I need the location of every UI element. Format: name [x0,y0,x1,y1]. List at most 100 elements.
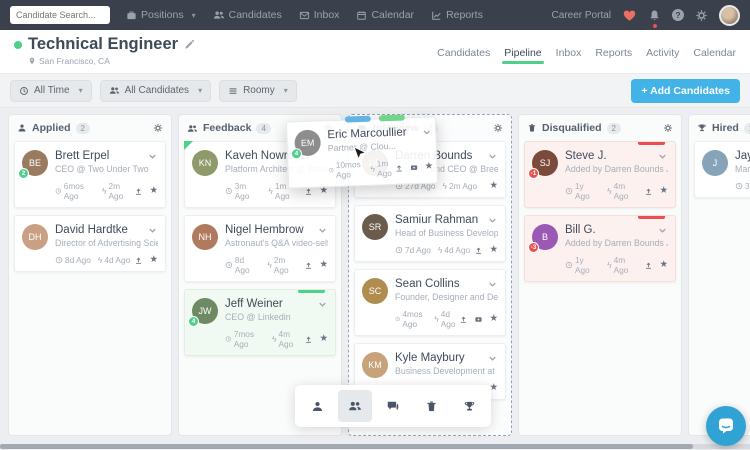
caret-down-icon: ▾ [198,86,203,95]
star-icon[interactable]: ★ [149,185,158,197]
tab-calendar[interactable]: Calendar [693,46,736,59]
star-icon[interactable]: ★ [319,259,328,271]
upload-icon[interactable] [134,187,143,196]
tab-inbox[interactable]: Inbox [555,46,582,59]
gear-icon[interactable] [663,123,673,133]
added-ago: 1y Ago [574,181,590,201]
time-filter-dropdown[interactable]: All Time ▾ [10,79,92,102]
activity-ago: 4m Ago [278,329,294,349]
nav-calendar[interactable]: Calendar [356,9,414,21]
chevron-down-icon[interactable] [487,353,498,364]
bell-icon [648,9,661,22]
candidate-headline: Founder and CEO @ Breezy HR - We'... [395,164,498,174]
candidate-card[interactable]: NH Nigel Hembrow Astronaut's Q&A video-s… [184,215,336,282]
scrollbar-thumb[interactable] [0,444,693,449]
gear-icon[interactable] [493,123,503,133]
chevron-down-icon[interactable] [657,225,668,236]
tab-pipeline[interactable]: Pipeline [502,47,545,68]
chevron-down-icon[interactable] [147,151,158,162]
avatar: B -3 [528,224,558,253]
chevron-down-icon[interactable] [317,225,328,236]
candidate-filter-dropdown[interactable]: All Candidates ▾ [99,79,212,102]
density-value: Roomy [243,85,275,96]
added-ago: 6mos Ago [63,181,85,201]
person-icon [311,400,324,413]
candidate-card[interactable]: SC Sean Collins Founder, Designer and De… [354,269,506,336]
chevron-down-icon[interactable] [487,279,498,290]
upload-icon[interactable] [304,335,313,344]
candidate-card[interactable]: B -3 Bill G. Added by Darren Bounds Jr. … [524,215,676,282]
stage-applied-button[interactable] [300,390,334,422]
candidate-name: Jayca I [735,150,750,162]
horizontal-scrollbar[interactable] [0,444,750,449]
notifications-button[interactable] [648,9,661,28]
column-applied: Applied 2 BE 2 Brett Erpel CEO @ Two Und… [8,114,172,436]
density-dropdown[interactable]: Roomy ▾ [219,79,297,102]
nav-positions-label: Positions [141,9,184,21]
help-icon[interactable]: ? [672,9,684,21]
star-icon[interactable]: ★ [489,244,498,256]
tab-activity[interactable]: Activity [646,46,680,59]
activity-ago: 1m Ago [376,158,393,179]
stage-feedback-button[interactable] [338,390,372,422]
star-icon[interactable]: ★ [489,180,498,192]
people-icon [109,85,120,96]
chat-launcher-button[interactable] [706,406,746,446]
trophy-icon [697,123,707,133]
add-candidates-button[interactable]: + Add Candidates [631,78,740,103]
candidate-search-input[interactable] [10,6,110,24]
candidate-name: David Hardtke [55,224,128,236]
clock-icon [735,182,743,190]
candidate-card[interactable]: SR Samiur Rahman Head of Business Develo… [354,205,506,262]
star-icon[interactable]: ★ [319,185,328,197]
tab-reports[interactable]: Reports [595,46,633,59]
stage-interview-button[interactable] [376,390,410,422]
tab-candidates[interactable]: Candidates [437,46,491,59]
nav-candidates[interactable]: Candidates [213,9,282,21]
chevron-down-icon[interactable] [487,215,498,226]
upload-icon[interactable] [644,261,653,270]
star-icon[interactable]: ★ [149,254,158,266]
career-portal-link[interactable]: Career Portal [551,9,611,21]
stage-hired-button[interactable] [452,390,486,422]
stage-disqualified-button[interactable] [414,390,448,422]
avatar: KM [362,352,388,378]
column-count-badge: 2 [606,122,621,134]
chevron-down-icon[interactable] [147,225,158,236]
upload-icon[interactable] [459,315,468,324]
candidate-card[interactable]: J Jayca I Marketing 3m Ago [694,141,750,198]
candidate-card[interactable]: SJ -1 Steve J. Added by Darren Bounds Jr… [524,141,676,208]
chevron-down-icon[interactable] [317,299,328,310]
activity-ago: 4m Ago [613,255,629,275]
candidate-card[interactable]: JW 4 Jeff Weiner CEO @ Linkedin 7mos Ago… [184,289,336,356]
star-icon[interactable]: ★ [489,313,498,325]
notification-dot [653,23,657,28]
nav-reports[interactable]: Reports [431,9,483,21]
upload-icon[interactable] [134,256,143,265]
edit-pencil-icon[interactable] [184,39,195,50]
star-icon[interactable]: ★ [659,185,668,197]
heart-icon[interactable] [622,8,637,23]
user-avatar[interactable] [719,4,740,26]
dragged-candidate-card[interactable]: EM 4 Eric Marcoullier Partner @ Clou... … [285,114,439,189]
star-icon[interactable]: ★ [319,333,328,345]
nav-inbox[interactable]: Inbox [299,9,339,21]
star-icon[interactable]: ★ [659,259,668,271]
column-title: Applied [32,122,71,134]
candidate-card[interactable]: BE 2 Brett Erpel CEO @ Two Under Two 6mo… [14,141,166,208]
avatar: KN [192,150,218,176]
candidate-card[interactable]: DH David Hardtke Director of Advertising… [14,215,166,272]
gear-icon[interactable] [153,123,163,133]
star-icon[interactable]: ★ [489,382,498,394]
upload-icon[interactable] [304,261,313,270]
nav-positions[interactable]: Positions ▾ [126,9,196,21]
gear-icon[interactable] [695,9,708,22]
upload-icon[interactable] [474,246,483,255]
chat-icon [386,399,400,413]
chevron-down-icon[interactable] [487,151,498,162]
upload-icon[interactable] [644,187,653,196]
candidate-headline: Marketing [735,164,750,174]
added-ago: 7mos Ago [233,329,255,349]
video-icon[interactable] [474,315,483,324]
chevron-down-icon[interactable] [657,151,668,162]
